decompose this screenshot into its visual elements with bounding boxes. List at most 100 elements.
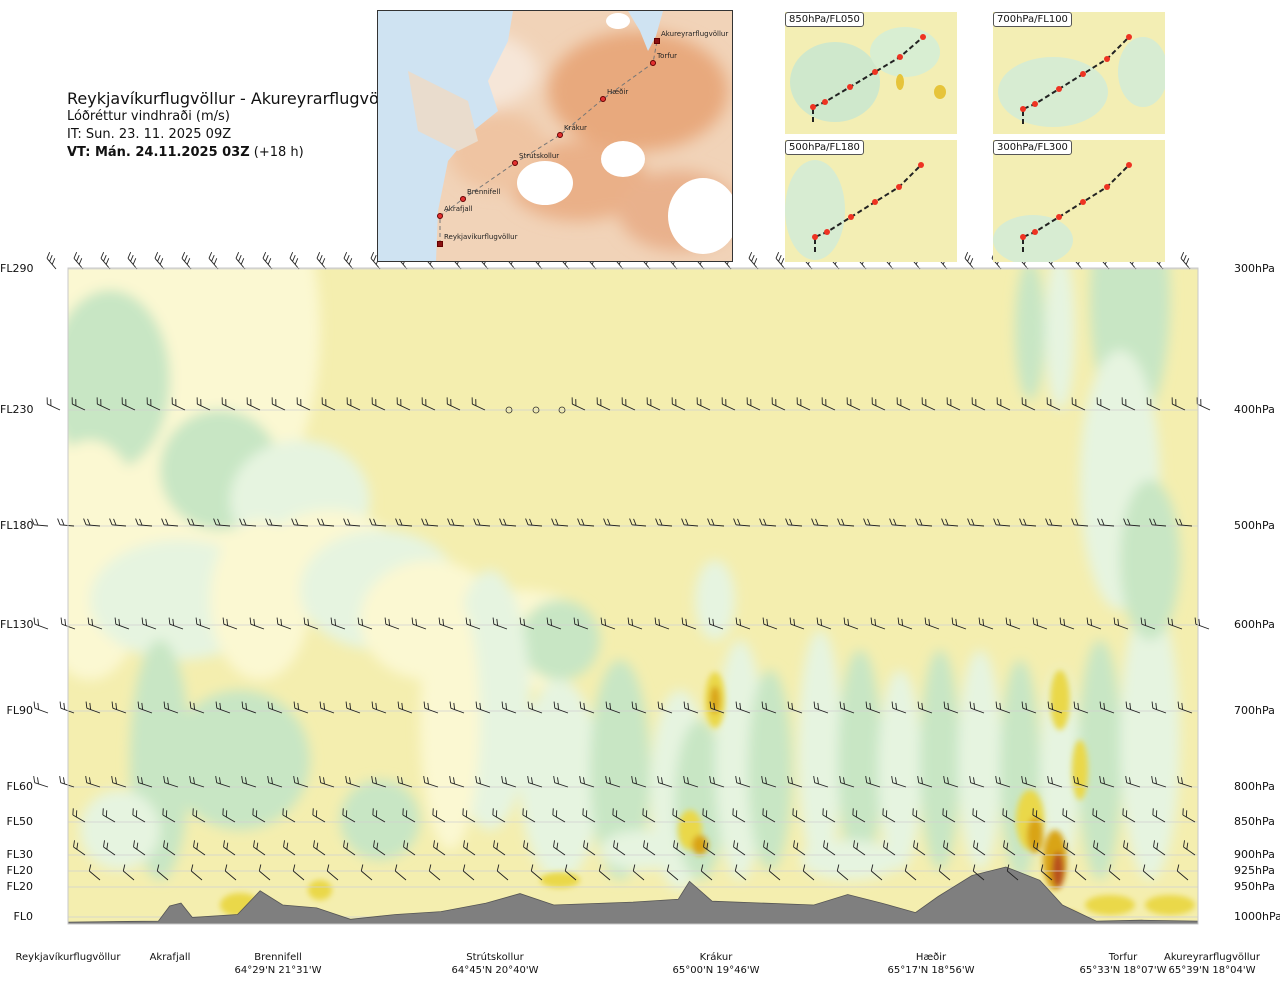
- wind-barb: [1153, 840, 1166, 856]
- wind-barb: [73, 840, 86, 856]
- wind-barb: [33, 701, 49, 714]
- wind-barb: [111, 775, 127, 788]
- wind-barb: [789, 617, 805, 630]
- wind-barb: [971, 397, 986, 411]
- waypoint-marker: [437, 213, 443, 219]
- wind-barb: [821, 397, 836, 411]
- wind-barb: [843, 617, 859, 630]
- wind-barb: [163, 701, 179, 714]
- wind-barb: [891, 701, 907, 714]
- wind-barb: [823, 840, 836, 856]
- wind-barb: [271, 397, 286, 411]
- wind-barb: [252, 808, 266, 823]
- wind-barb: [208, 251, 219, 270]
- wind-barb: [187, 518, 205, 527]
- mini-map-850: 850hPa/FL050: [785, 12, 957, 134]
- wind-barb: [1063, 840, 1076, 856]
- wind-barb: [346, 397, 361, 411]
- wind-barb: [1175, 518, 1193, 527]
- wind-barb: [917, 775, 933, 788]
- wind-barb: [1021, 701, 1037, 714]
- wind-barb: [564, 864, 577, 881]
- wind-barb: [471, 397, 486, 411]
- wind-barb: [1006, 864, 1019, 881]
- wind-barb: [519, 617, 535, 630]
- wind-barb: [582, 808, 596, 823]
- wind-barb: [865, 701, 881, 714]
- wind-barb: [171, 397, 186, 411]
- wind-barb: [475, 775, 491, 788]
- wind-barb: [87, 617, 103, 630]
- wind-barb: [889, 518, 907, 527]
- wind-barb: [501, 701, 517, 714]
- wind-barb: [654, 617, 670, 630]
- waypoint-label: Reykjavíkurflugvöllur: [444, 233, 518, 241]
- level-label-fl: FL50: [6, 815, 33, 828]
- wind-barb: [943, 775, 959, 788]
- level-label-hpa: 1000hPa: [1234, 910, 1280, 923]
- wind-barb: [964, 251, 975, 270]
- wind-barb: [552, 808, 566, 823]
- wind-barb: [836, 864, 849, 881]
- waypoint-label: Akureyrarflugvöllur: [661, 30, 729, 38]
- level-label-hpa: 900hPa: [1234, 848, 1275, 861]
- wind-barb: [995, 775, 1011, 788]
- wind-barb: [1040, 864, 1053, 881]
- wind-barb: [583, 840, 596, 856]
- wind-barb: [46, 397, 61, 411]
- wind-barb: [951, 617, 967, 630]
- wind-barb: [371, 701, 387, 714]
- wind-barb: [1092, 808, 1106, 823]
- wind-barb: [246, 397, 261, 411]
- wind-barb: [1059, 617, 1075, 630]
- wind-barb: [853, 840, 866, 856]
- wind-barb: [317, 518, 335, 527]
- wind-barb: [759, 518, 777, 527]
- mini-map-500-graphic: [785, 140, 957, 262]
- wind-barb: [904, 864, 917, 881]
- level-label-hpa: 400hPa: [1234, 403, 1275, 416]
- wind-barb: [262, 251, 273, 270]
- wind-barb: [83, 518, 101, 527]
- wind-barb: [96, 397, 111, 411]
- wind-barb: [282, 808, 296, 823]
- wind-barb: [195, 617, 211, 630]
- wind-barb: [1073, 775, 1089, 788]
- wind-barb: [473, 518, 491, 527]
- valid-time-offset: (+18 h): [253, 145, 304, 160]
- wind-barb: [1097, 518, 1115, 527]
- wind-barb: [946, 397, 961, 411]
- wind-barb: [1086, 617, 1102, 630]
- wind-barb: [462, 864, 475, 881]
- wind-barb: [762, 617, 778, 630]
- terrain-silhouette: [67, 866, 1199, 925]
- location-label: Krákur 65°00'N 19°46'W: [646, 951, 786, 977]
- wind-barb: [1171, 397, 1186, 411]
- wind-barb: [249, 617, 265, 630]
- wind-barb: [316, 251, 327, 270]
- wind-barb: [941, 518, 959, 527]
- wind-barb: [345, 701, 361, 714]
- level-label-fl: FL20: [6, 880, 33, 893]
- wind-barb: [283, 840, 296, 856]
- wind-barb: [1021, 775, 1037, 788]
- location-coordinates: 65°33'N 18°07'W: [1079, 965, 1167, 976]
- wind-barb: [1123, 518, 1141, 527]
- wind-barb: [1096, 397, 1111, 411]
- wind-barb: [839, 701, 855, 714]
- wind-barb: [181, 251, 192, 270]
- calm-wind-marker: [558, 406, 566, 414]
- wind-barb: [612, 808, 626, 823]
- wind-barb: [891, 775, 907, 788]
- wind-barb: [1073, 701, 1089, 714]
- valid-time-bold: VT: Mán. 24.11.2025 03Z: [67, 145, 250, 160]
- wind-barb: [732, 808, 746, 823]
- wind-barb: [221, 397, 236, 411]
- wind-barb: [319, 701, 335, 714]
- wind-barb: [796, 397, 811, 411]
- wind-barb: [942, 808, 956, 823]
- wind-barb: [372, 808, 386, 823]
- wind-barb: [224, 864, 237, 881]
- wind-barb: [343, 518, 361, 527]
- wind-barb: [673, 840, 686, 856]
